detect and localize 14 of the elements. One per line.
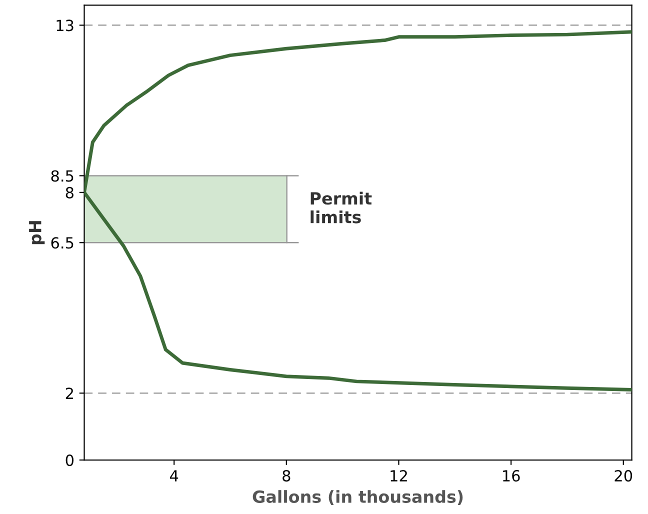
x-tick-label: 12: [390, 470, 407, 482]
y-tick-label: 8.5: [51, 170, 74, 182]
y-tick-label: 6.5: [51, 237, 74, 249]
x-tick-label: 16: [503, 470, 520, 482]
y-tick-label: 8: [66, 186, 74, 198]
band-label: Permit limits: [310, 192, 372, 224]
y-tick-label: 2: [66, 388, 73, 399]
y-tick-label: 13: [56, 20, 74, 32]
y-tick-label: 0: [66, 454, 74, 466]
x-axis-title: Gallons (in thousands): [252, 490, 463, 505]
y-axis-title: pH: [29, 221, 45, 244]
x-tick-label: 4: [170, 470, 178, 482]
x-tick-label: 20: [614, 470, 632, 482]
x-tick-label: 8: [282, 470, 290, 482]
